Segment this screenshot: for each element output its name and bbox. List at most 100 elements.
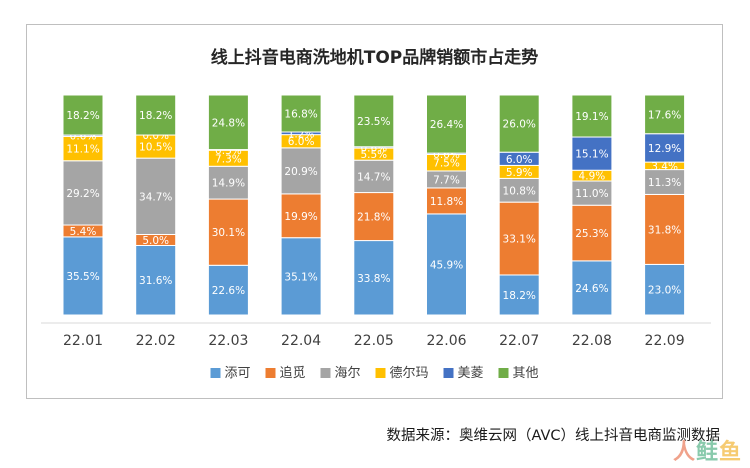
data-label-22.04-添可: 35.1% (284, 271, 317, 283)
bar-segment-22.04-海尔 (280, 147, 322, 195)
data-label-22.09-追觅: 31.8% (648, 224, 681, 236)
data-label-22.08-添可: 24.6% (575, 283, 608, 295)
legend: 添可 追觅 海尔 德尔玛 美菱 其他 (210, 365, 539, 381)
bar-segment-22.02-海尔 (135, 157, 177, 235)
data-label-22.02-追觅: 5.0% (142, 235, 169, 247)
x-tick-label-22.07: 22.07 (499, 333, 539, 349)
data-label-22.09-海尔: 11.3% (648, 177, 681, 189)
legend-label-其他: 其他 (513, 366, 539, 381)
legend-swatch-美菱 (443, 368, 454, 378)
data-label-22.09-德尔玛: 3.4% (651, 161, 678, 173)
data-label-22.07-海尔: 10.8% (503, 185, 536, 197)
data-label-22.08-其他: 19.1% (575, 111, 608, 123)
data-label-22.09-其他: 17.6% (648, 109, 681, 121)
data-label-22.01-德尔玛: 11.1% (66, 144, 99, 156)
x-tick-label-22.09: 22.09 (645, 333, 685, 349)
watermark-part-1: 人 (672, 440, 696, 465)
data-label-22.06-海尔: 7.7% (433, 174, 460, 186)
data-label-22.06-其他: 26.4% (430, 119, 463, 131)
bar-segment-22.09-美菱 (644, 133, 686, 163)
bar-segment-22.01-其他 (62, 94, 104, 136)
data-label-22.01-添可: 35.5% (66, 271, 99, 283)
bar-segment-22.05-其他 (353, 94, 395, 148)
data-label-22.01-其他: 18.2% (66, 110, 99, 122)
bar-segment-22.05-添可 (353, 240, 395, 316)
data-label-22.04-海尔: 20.9% (284, 166, 317, 178)
data-label-22.01-海尔: 29.2% (66, 188, 99, 200)
data-label-22.02-海尔: 34.7% (139, 191, 172, 203)
source-note: 数据来源：奥维云网（AVC）线上抖音电商监测数据 (386, 428, 720, 444)
legend-swatch-添可 (210, 368, 221, 378)
stacked-bar-chart: 35.5%5.4%29.2%11.1%0.6%18.2%22.0131.6%5.… (41, 94, 711, 381)
bar-segment-22.09-添可 (644, 263, 686, 316)
data-label-22.07-追觅: 33.1% (503, 234, 536, 246)
data-label-22.03-追觅: 30.1% (212, 227, 245, 239)
bar-segment-22.06-其他 (426, 94, 467, 154)
data-label-22.02-德尔玛: 10.5% (139, 142, 172, 154)
data-label-22.05-海尔: 14.7% (357, 171, 390, 183)
legend-label-海尔: 海尔 (335, 366, 361, 381)
data-label-22.06-德尔玛: 7.5% (433, 158, 460, 170)
data-label-22.07-添可: 18.2% (503, 290, 536, 302)
data-label-22.08-海尔: 11.0% (575, 188, 608, 200)
data-label-22.08-追觅: 25.3% (575, 228, 608, 240)
data-label-22.06-添可: 45.9% (430, 259, 463, 271)
legend-swatch-海尔 (320, 368, 331, 378)
bar-segment-22.09-追觅 (644, 193, 686, 265)
data-label-22.05-添可: 33.8% (357, 273, 390, 285)
data-label-22.05-其他: 23.5% (357, 116, 390, 128)
bar-segment-22.06-添可 (426, 213, 467, 316)
bar-segment-22.04-其他 (280, 94, 322, 133)
data-label-22.02-添可: 31.6% (139, 275, 172, 287)
legend-swatch-追觅 (265, 368, 276, 378)
data-label-22.07-美菱: 6.0% (506, 154, 533, 166)
legend-label-美菱: 美菱 (458, 366, 484, 381)
legend-label-追觅: 追觅 (280, 365, 306, 381)
data-label-22.09-美菱: 12.9% (648, 143, 681, 155)
data-label-22.06-追觅: 11.8% (430, 196, 463, 208)
chart-title: 线上抖音电商洗地机TOP品牌销额市占走势 (210, 48, 539, 68)
bar-segment-22.03-添可 (207, 264, 249, 316)
bar-segment-22.08-海尔 (571, 180, 613, 206)
data-label-22.07-德尔玛: 5.9% (506, 167, 533, 179)
data-label-22.03-添可: 22.6% (212, 285, 245, 297)
data-label-22.04-追觅: 19.9% (284, 211, 317, 223)
data-label-22.03-德尔玛: 7.3% (215, 153, 242, 165)
data-label-22.03-其他: 24.8% (212, 117, 245, 129)
bar-segment-22.03-追觅 (207, 198, 249, 266)
bar-segment-22.07-其他 (498, 94, 540, 153)
data-label-22.04-德尔玛: 6.0% (288, 136, 315, 148)
data-label-22.02-其他: 18.2% (139, 110, 172, 122)
bar-segment-22.04-添可 (280, 237, 322, 316)
bar-segment-22.01-添可 (62, 236, 104, 316)
x-tick-label-22.01: 22.01 (63, 333, 103, 349)
data-label-22.08-德尔玛: 4.9% (579, 171, 606, 183)
data-label-22.01-追觅: 5.4% (70, 226, 97, 238)
bar-segment-22.03-海尔 (207, 165, 249, 200)
legend-swatch-其他 (498, 368, 509, 378)
x-tick-label-22.04: 22.04 (281, 333, 321, 349)
bar-segment-22.01-德尔玛 (62, 135, 104, 162)
legend-swatch-德尔玛 (375, 368, 386, 378)
x-tick-label-22.08: 22.08 (572, 333, 612, 349)
legend-label-添可: 添可 (225, 366, 251, 381)
data-label-22.07-其他: 26.0% (503, 119, 536, 131)
watermark-logo: 人鲑鱼 (673, 434, 742, 466)
bar-segment-22.08-追觅 (571, 204, 613, 262)
bar-segment-22.03-其他 (207, 94, 249, 151)
bar-segment-22.08-其他 (571, 94, 613, 138)
chart-frame: 线上抖音电商洗地机TOP品牌销额市占走势 35.5% 5.4% 29.2% 11.1%… (26, 24, 723, 399)
bar-segment-22.04-追觅 (280, 193, 322, 239)
bar-segment-22.09-海尔 (644, 169, 686, 195)
data-label-22.05-德尔玛: 5.5% (360, 149, 387, 161)
x-tick-label-22.02: 22.02 (136, 333, 176, 349)
data-label-22.03-海尔: 14.9% (212, 178, 245, 190)
data-label-22.08-美菱: 15.1% (575, 149, 608, 161)
bar-segment-22.09-其他 (644, 94, 686, 135)
watermark-part-2: 鲑 (695, 440, 719, 465)
legend-label-德尔玛: 德尔玛 (390, 366, 429, 381)
bar-segment-22.02-其他 (135, 94, 177, 136)
data-label-22.05-追觅: 21.8% (357, 212, 390, 224)
bar-segment-22.08-添可 (571, 260, 613, 316)
bar-segment-22.07-添可 (498, 274, 540, 316)
